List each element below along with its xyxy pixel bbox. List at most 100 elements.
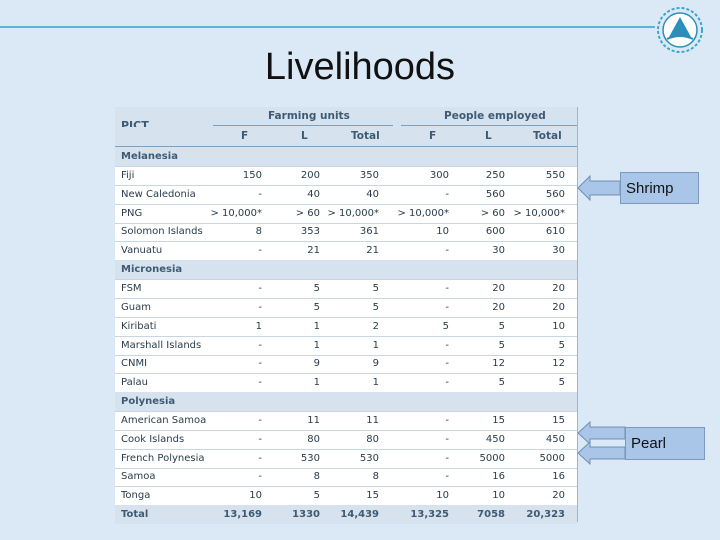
table-row: Tonga 10 5 15 10 10 20 bbox=[115, 486, 577, 507]
row-value: 11 bbox=[307, 414, 320, 426]
row-value: 14,439 bbox=[340, 509, 379, 521]
row-value: 21 bbox=[307, 245, 320, 257]
row-value: 13,169 bbox=[223, 509, 262, 521]
row-value: - bbox=[258, 414, 262, 426]
row-value: 5000 bbox=[539, 452, 565, 464]
row-value: 1 bbox=[372, 339, 379, 351]
row-name: Polynesia bbox=[121, 396, 176, 408]
row-value: - bbox=[258, 452, 262, 464]
row-value: - bbox=[445, 414, 449, 426]
row-value: 5 bbox=[313, 301, 320, 313]
table-row: Fiji 150 200 350 300 250 550 bbox=[115, 166, 577, 186]
row-value: 560 bbox=[545, 188, 565, 200]
people-employed-header: People employed bbox=[444, 110, 546, 122]
row-name: French Polynesia bbox=[121, 452, 205, 464]
row-value: 10 bbox=[436, 226, 449, 238]
row-name: American Samoa bbox=[121, 414, 207, 426]
row-name: New Caledonia bbox=[121, 188, 196, 200]
row-value: - bbox=[445, 471, 449, 483]
row-value: 353 bbox=[300, 226, 320, 238]
row-value: 11 bbox=[366, 414, 379, 426]
row-value: > 10,000* bbox=[210, 207, 262, 219]
col-header-people-l: L bbox=[485, 130, 492, 142]
row-value: 9 bbox=[313, 358, 320, 370]
table-row: Kiribati 1 1 2 5 5 10 bbox=[115, 317, 577, 337]
farming-units-header: Farming units bbox=[268, 110, 350, 122]
table-row: Guam - 5 5 - 20 20 bbox=[115, 298, 577, 318]
row-value: 10 bbox=[249, 490, 262, 502]
col-header-people-total: Total bbox=[533, 130, 562, 142]
row-value: 80 bbox=[366, 433, 379, 445]
row-value: 5 bbox=[313, 282, 320, 294]
row-value: - bbox=[445, 245, 449, 257]
col-header-farming-f: F bbox=[241, 130, 249, 142]
row-name: Samoa bbox=[121, 471, 156, 483]
row-value: 20 bbox=[492, 301, 505, 313]
row-value: 12 bbox=[552, 358, 565, 370]
slide-title: Livelihoods bbox=[264, 46, 456, 88]
row-value: 8 bbox=[313, 471, 320, 483]
row-value: 15 bbox=[492, 414, 505, 426]
pearl-arrows-icon bbox=[577, 420, 626, 466]
livelihoods-table: PICT Farming units People employed F L T… bbox=[115, 107, 578, 525]
row-name: FSM bbox=[121, 282, 142, 294]
row-value: 450 bbox=[485, 433, 505, 445]
shrimp-arrow-icon bbox=[577, 174, 621, 202]
row-value: - bbox=[258, 282, 262, 294]
row-value: 300 bbox=[429, 169, 449, 181]
col-header-farming-l: L bbox=[301, 130, 308, 142]
row-value: 600 bbox=[485, 226, 505, 238]
row-value: 20 bbox=[552, 301, 565, 313]
table-header-band: PICT Farming units People employed bbox=[115, 107, 577, 132]
row-value: 5 bbox=[558, 339, 565, 351]
row-value: 12 bbox=[492, 358, 505, 370]
row-value: 40 bbox=[307, 188, 320, 200]
row-name: Vanuatu bbox=[121, 245, 163, 257]
row-name: Tonga bbox=[121, 490, 151, 502]
top-accent-line bbox=[0, 26, 655, 28]
row-name: Marshall Islands bbox=[121, 339, 202, 351]
row-value: - bbox=[445, 452, 449, 464]
row-value: - bbox=[258, 377, 262, 389]
row-value: 10 bbox=[552, 320, 565, 332]
row-value: - bbox=[258, 301, 262, 313]
row-value: - bbox=[445, 188, 449, 200]
row-value: 80 bbox=[307, 433, 320, 445]
row-value: > 10,000* bbox=[327, 207, 379, 219]
row-name: Total bbox=[121, 509, 149, 521]
row-value: 8 bbox=[372, 471, 379, 483]
row-value: 20 bbox=[552, 282, 565, 294]
people-employed-rule bbox=[401, 125, 577, 126]
table-row: American Samoa - 11 11 - 15 15 bbox=[115, 411, 577, 431]
row-value: 30 bbox=[552, 245, 565, 257]
row-value: - bbox=[445, 301, 449, 313]
table-row: PNG > 10,000* > 60 > 10,000* > 10,000* > 60 > … bbox=[115, 204, 577, 224]
row-value: 10 bbox=[492, 490, 505, 502]
row-value: 1 bbox=[313, 377, 320, 389]
row-value: 40 bbox=[366, 188, 379, 200]
row-value: - bbox=[258, 188, 262, 200]
row-value: 250 bbox=[485, 169, 505, 181]
row-value: - bbox=[258, 339, 262, 351]
row-value: - bbox=[445, 377, 449, 389]
row-value: 610 bbox=[545, 226, 565, 238]
row-name: CNMI bbox=[121, 358, 148, 370]
row-value: 560 bbox=[485, 188, 505, 200]
row-name: Fiji bbox=[121, 169, 135, 181]
table-row: Palau - 1 1 - 5 5 bbox=[115, 373, 577, 394]
row-value: 16 bbox=[492, 471, 505, 483]
row-name: Guam bbox=[121, 301, 151, 313]
row-value: 8 bbox=[255, 226, 262, 238]
row-value: 530 bbox=[359, 452, 379, 464]
row-value: - bbox=[445, 282, 449, 294]
row-value: 5 bbox=[498, 377, 505, 389]
row-value: 5 bbox=[498, 339, 505, 351]
row-value: 15 bbox=[552, 414, 565, 426]
row-name: Solomon Islands bbox=[121, 226, 203, 238]
row-value: 9 bbox=[372, 358, 379, 370]
row-value: - bbox=[445, 339, 449, 351]
row-name: Palau bbox=[121, 377, 148, 389]
row-value: - bbox=[445, 358, 449, 370]
table-row: Samoa - 8 8 - 16 16 bbox=[115, 467, 577, 488]
row-value: 361 bbox=[359, 226, 379, 238]
